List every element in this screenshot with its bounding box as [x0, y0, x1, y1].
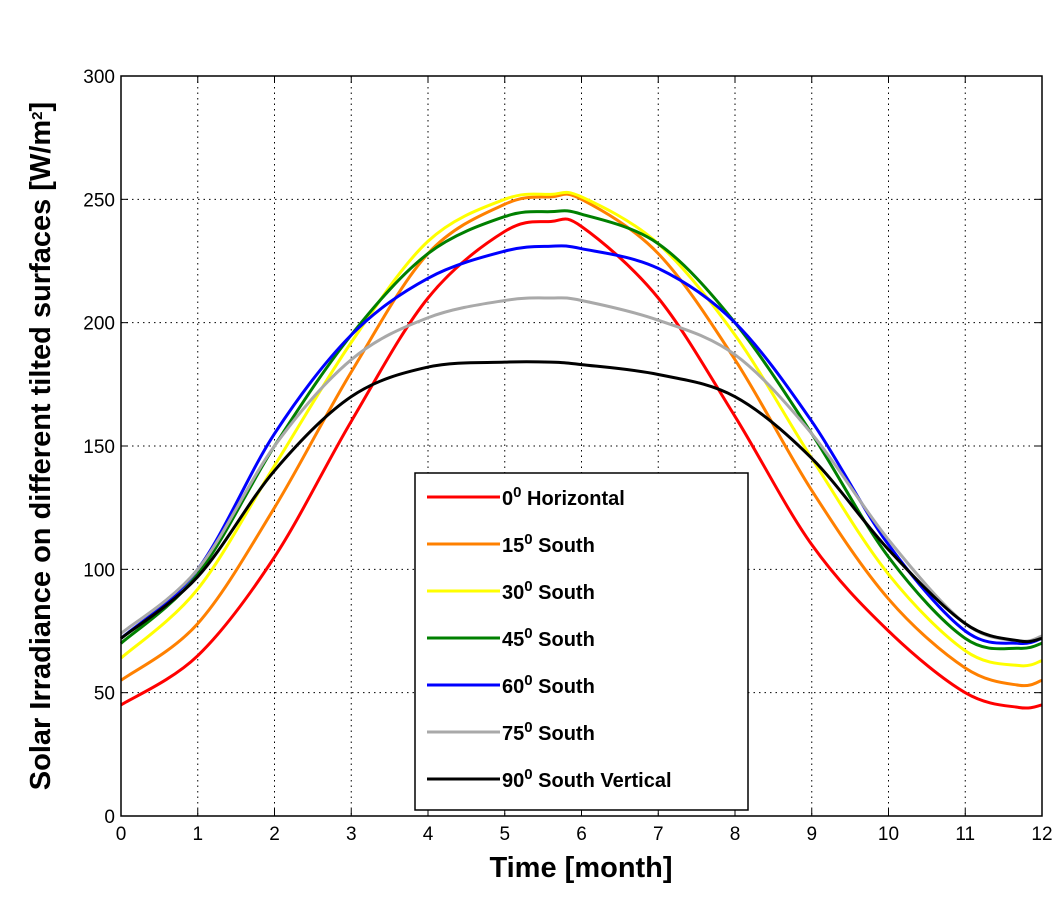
- legend-label-value: 90: [502, 770, 524, 792]
- x-tick-label: 10: [878, 824, 899, 845]
- legend-label-value: 0: [502, 488, 513, 510]
- legend-label-sup: 0: [524, 766, 532, 783]
- legend-label-sup: 0: [524, 625, 532, 642]
- y-tick-label: 300: [83, 67, 115, 88]
- y-tick-label: 50: [94, 684, 115, 705]
- x-tick-label: 9: [806, 824, 817, 845]
- y-axis-title-sup: 2: [29, 111, 46, 119]
- legend-label-sup: 0: [524, 578, 532, 595]
- x-tick-label: 1: [192, 824, 203, 845]
- series-line-2: [119, 190, 1043, 668]
- legend-label: 900 South Vertical: [502, 766, 672, 793]
- x-tick-label: 2: [269, 824, 280, 845]
- y-tick-label: 150: [83, 437, 115, 458]
- legend-label: 150 South: [502, 531, 595, 558]
- x-tick-label: 0: [116, 824, 127, 845]
- x-tick-label: 12: [1031, 824, 1052, 845]
- legend-label: 600 South: [502, 672, 595, 699]
- x-tick-label: 4: [423, 824, 434, 845]
- legend-label-value: 60: [502, 676, 524, 698]
- x-tick-label: 11: [955, 824, 975, 845]
- legend-label-sup: 0: [524, 719, 532, 736]
- legend-label: 750 South: [502, 719, 595, 746]
- legend-label-text: South: [533, 629, 595, 651]
- x-tick-label: 6: [576, 824, 587, 845]
- legend-label-text: South: [533, 723, 595, 745]
- x-tick-label: 8: [730, 824, 741, 845]
- x-tick-label: 7: [653, 824, 664, 845]
- y-axis-title-main: Solar Irradiance on different tilted sur…: [25, 120, 57, 790]
- x-axis-title: Time [month]: [489, 852, 672, 884]
- legend-label-value: 15: [502, 535, 524, 557]
- y-tick-label: 0: [104, 807, 115, 828]
- x-tick-label: 5: [499, 824, 510, 845]
- y-axis-title: Solar Irradiance on different tilted sur…: [25, 102, 57, 790]
- legend-label: 300 South: [502, 578, 595, 605]
- series-line-6: [120, 360, 1043, 644]
- legend-box: [414, 472, 749, 811]
- legend-label-sup: 0: [524, 672, 532, 689]
- legend-label-value: 30: [502, 582, 524, 604]
- plot-frame: [120, 75, 1043, 817]
- y-tick-label: 250: [83, 190, 115, 211]
- y-axis-title-suffix: ]: [25, 102, 57, 112]
- legend-label-text: South: [533, 582, 595, 604]
- legend-label-text: South: [533, 676, 595, 698]
- legend-label-sup: 0: [513, 484, 521, 501]
- series-lines: [119, 190, 1043, 710]
- legend-label-text: Horizontal: [521, 488, 624, 510]
- series-line-1: [120, 192, 1043, 688]
- legend-label-text: South Vertical: [533, 770, 672, 792]
- series-line-5: [120, 296, 1043, 643]
- y-tick-label: 200: [83, 314, 115, 335]
- y-tick-label: 100: [83, 560, 115, 581]
- x-tick-label: 3: [346, 824, 357, 845]
- legend-label-text: South: [533, 535, 595, 557]
- legend-label: 450 South: [502, 625, 595, 652]
- legend-label-value: 45: [502, 629, 524, 651]
- legend-label: 00 Horizontal: [502, 484, 625, 511]
- legend-label-sup: 0: [524, 531, 532, 548]
- legend-label-value: 75: [502, 723, 524, 745]
- series-line-0: [120, 217, 1043, 710]
